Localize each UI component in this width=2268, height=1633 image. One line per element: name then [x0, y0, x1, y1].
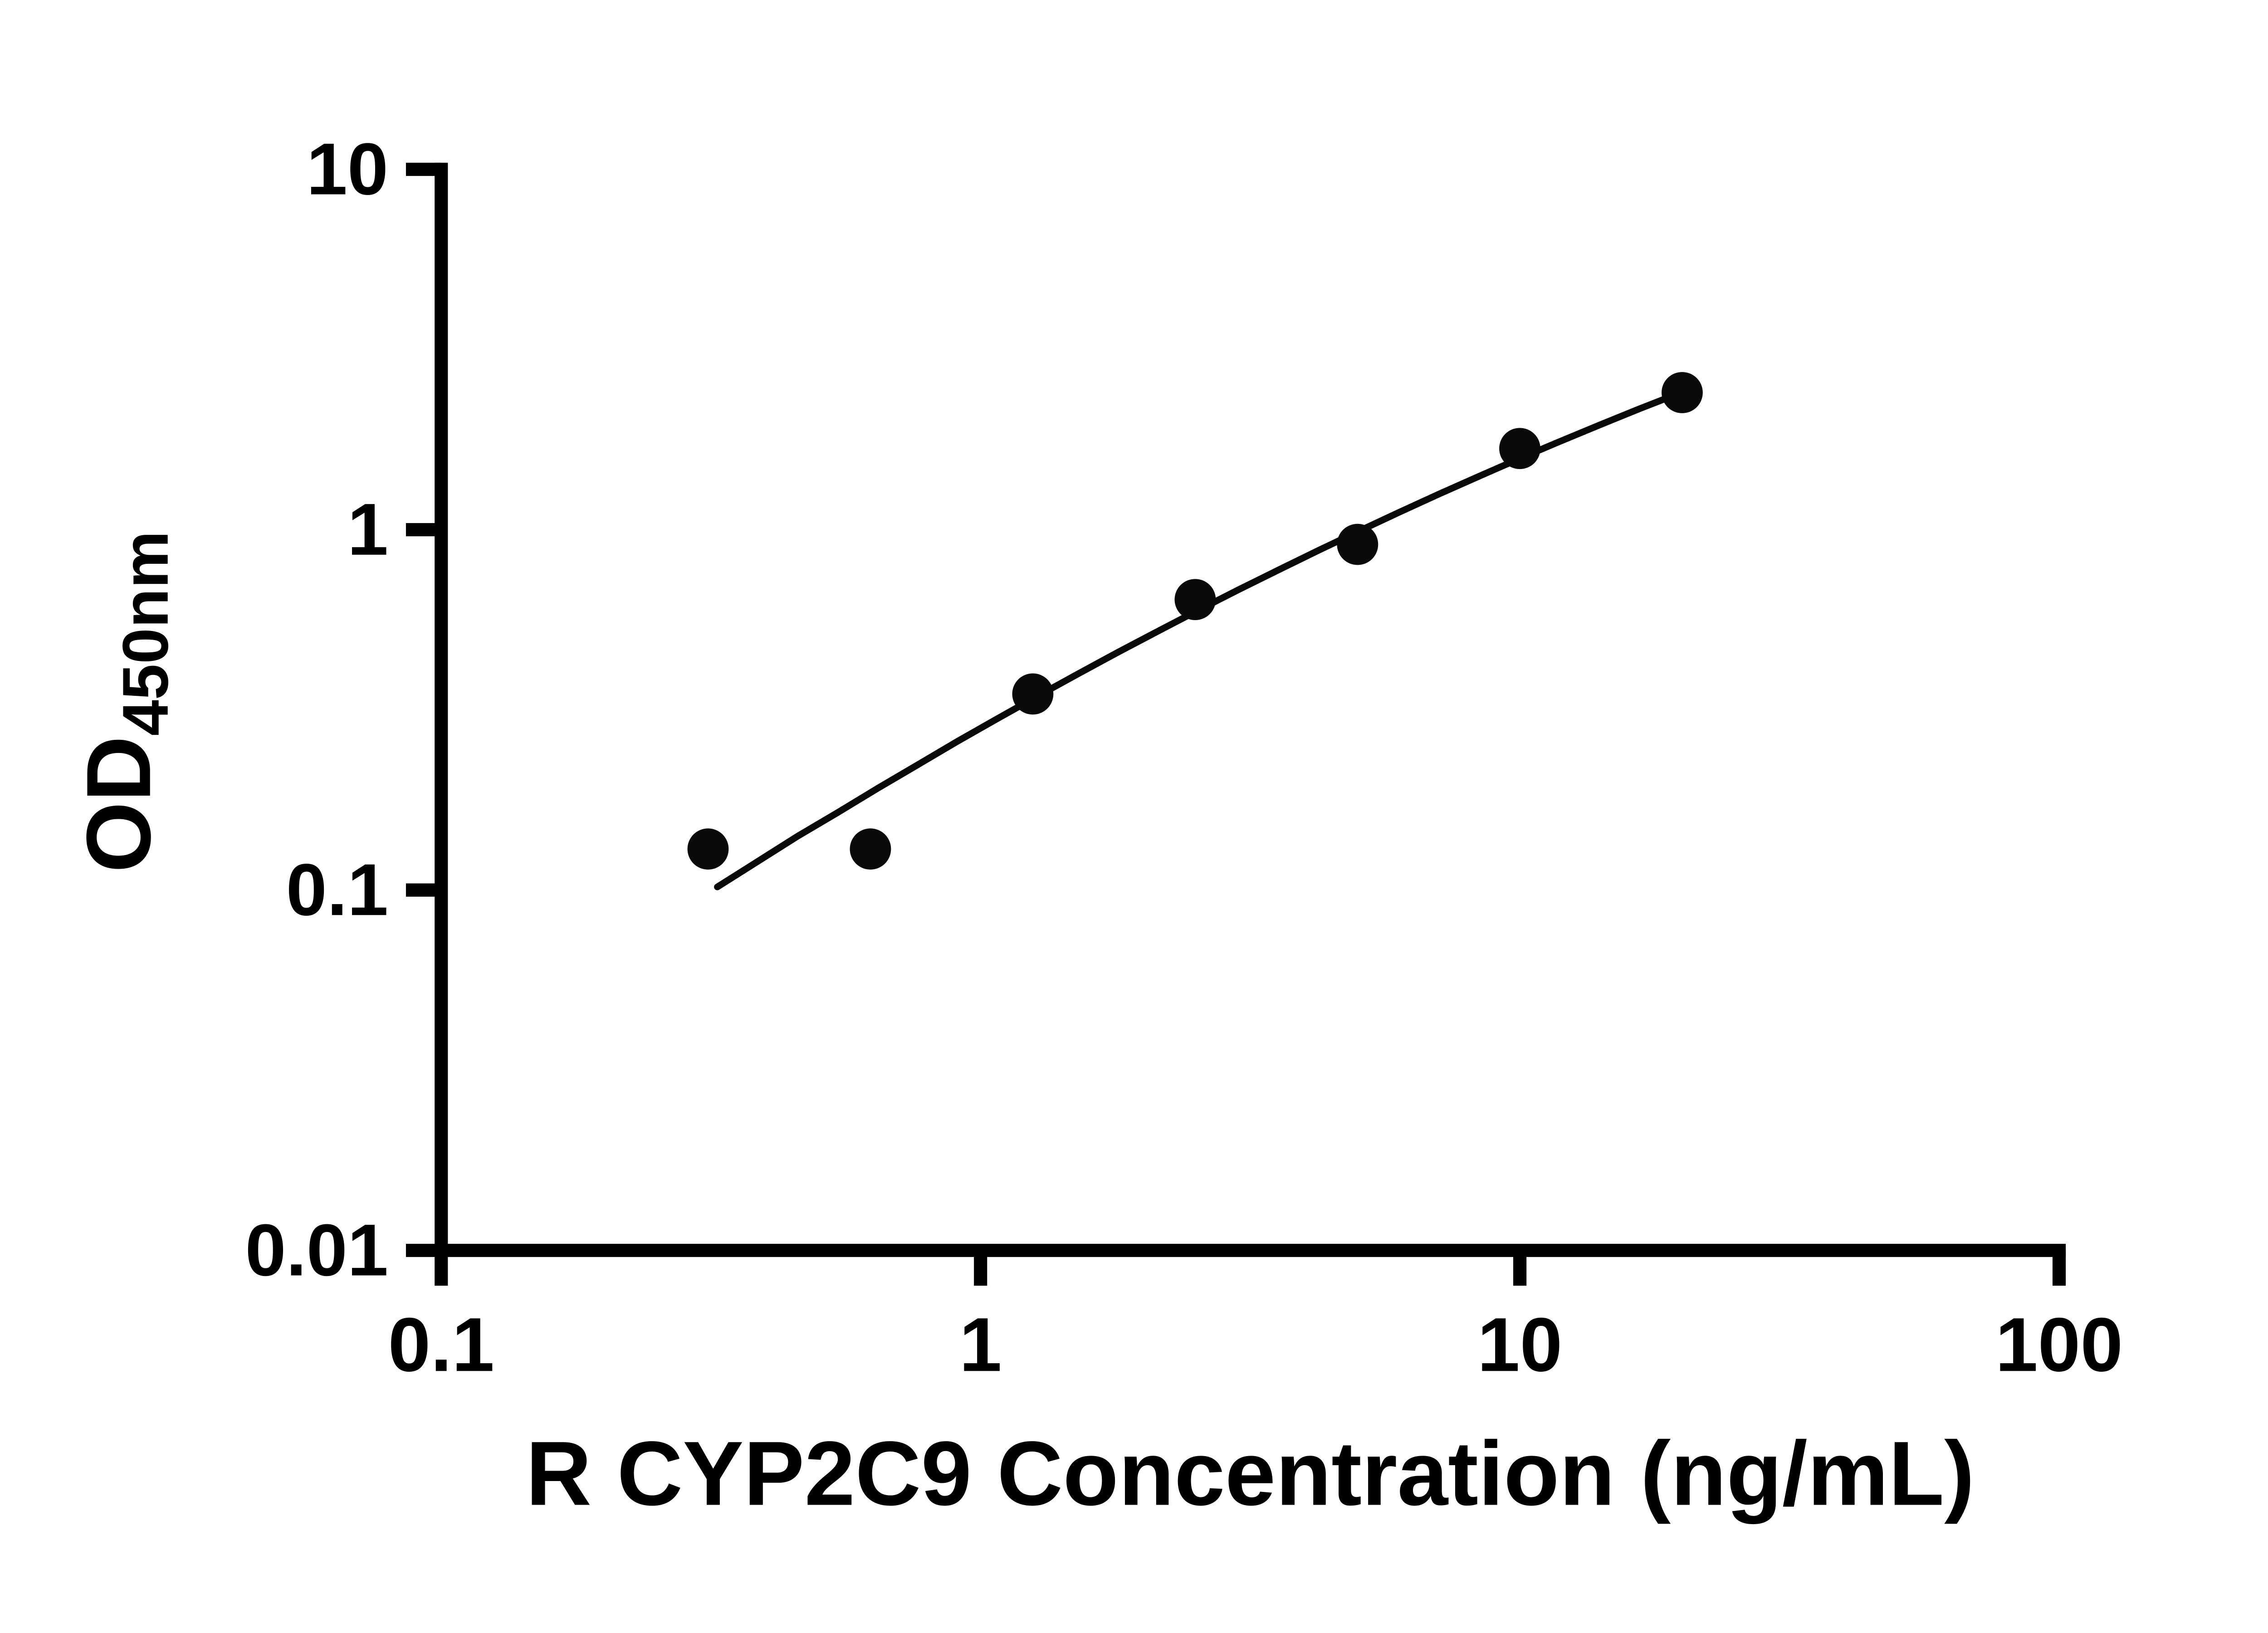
- fit-curve: [714, 389, 1684, 890]
- y-tick-label: 0.1: [286, 849, 388, 931]
- y-axis-title-subscript: 450nm: [110, 531, 182, 736]
- y-axis-title: OD450nm: [68, 531, 182, 873]
- data-points-layer: [687, 372, 1703, 870]
- data-point: [687, 828, 729, 870]
- data-point: [1174, 579, 1216, 621]
- data-point: [1499, 428, 1540, 469]
- x-tick-label: 100: [1995, 1301, 2123, 1387]
- axes: [406, 162, 2066, 1286]
- y-tick-label: 10: [307, 128, 388, 210]
- axis-spine: [435, 162, 2066, 1257]
- data-point: [850, 828, 891, 870]
- tick-labels: 10 1 0.1 0.01 0.1 1 10 100: [245, 128, 2123, 1387]
- y-axis-title-main: OD: [68, 736, 170, 873]
- x-tick-label: 10: [1477, 1301, 1563, 1387]
- x-axis-title: R CYP2C9 Concentration (ng/mL): [526, 1423, 1975, 1525]
- y-tick-label: 1: [347, 489, 388, 571]
- data-point: [1337, 523, 1378, 565]
- data-point: [1012, 673, 1054, 715]
- chart-root: 10 1 0.1 0.01 0.1 1 10 100 R CYP2C9 Concentrati…: [68, 128, 2123, 1524]
- data-point: [1662, 372, 1703, 413]
- fit-curve-layer: [714, 389, 1684, 890]
- y-tick-label: 0.01: [245, 1209, 389, 1291]
- x-tick-label: 0.1: [388, 1301, 494, 1387]
- x-tick-label: 1: [959, 1301, 1002, 1387]
